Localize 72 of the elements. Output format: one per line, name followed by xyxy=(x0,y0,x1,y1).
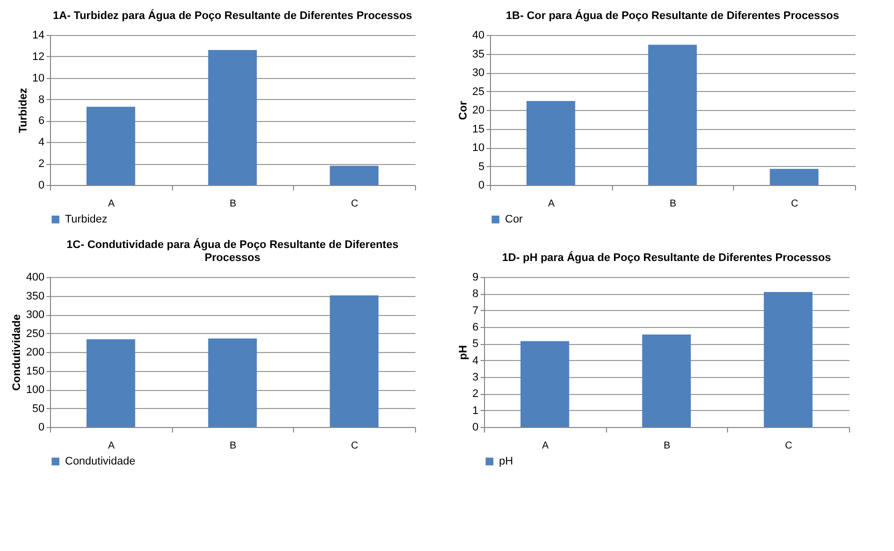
x-tick-label: B xyxy=(664,440,671,452)
y-tick-label: 300 xyxy=(26,309,44,321)
bar xyxy=(648,44,697,185)
chart-title: 1A- Turbidez para Água de Poço Resultante de Diferentes Processos xyxy=(52,9,412,22)
y-tick-label: 0 xyxy=(472,422,478,434)
y-tick-label: 250 xyxy=(26,328,44,340)
y-tick-label: 25 xyxy=(472,86,484,98)
y-axis-title: Cor xyxy=(457,100,470,120)
bar xyxy=(642,334,691,427)
y-tick-label: 35 xyxy=(472,48,484,60)
y-tick-label: 12 xyxy=(32,50,44,63)
y-tick-label: 5 xyxy=(478,160,484,173)
chart-title: 1D- pH para Água de Poço Resultante de Diferentes Processos xyxy=(502,251,831,264)
y-tick-label: 6 xyxy=(38,115,44,128)
y-tick-label: 1 xyxy=(472,404,478,417)
y-tick-label: 350 xyxy=(26,290,44,302)
x-tick-label: B xyxy=(230,198,237,210)
y-tick-label: 5 xyxy=(472,338,478,350)
y-tick-label: 4 xyxy=(472,354,478,367)
y-tick-label: 0 xyxy=(38,422,44,434)
bar xyxy=(764,292,812,427)
x-tick-label: C xyxy=(791,198,798,210)
y-tick-label: 150 xyxy=(26,365,44,378)
y-tick-label: 10 xyxy=(472,142,484,154)
bar xyxy=(520,341,570,427)
x-tick-label: A xyxy=(108,198,115,210)
y-tick-label: 2 xyxy=(38,158,44,170)
bar xyxy=(86,339,136,427)
bar xyxy=(330,295,378,427)
x-tick-label: C xyxy=(351,440,358,452)
y-tick-label: 4 xyxy=(38,136,44,149)
x-tick-label: A xyxy=(548,198,555,210)
y-tick-label: 2 xyxy=(472,388,478,400)
x-tick-label: B xyxy=(670,198,677,210)
y-tick-label: 7 xyxy=(472,304,478,317)
y-axis-title: Turbidez xyxy=(17,87,30,134)
x-tick-label: A xyxy=(108,440,115,452)
y-tick-label: 30 xyxy=(472,67,484,79)
y-tick-label: 0 xyxy=(478,180,484,192)
legend-label: Condutividade xyxy=(65,456,136,468)
x-tick-label: C xyxy=(351,198,358,210)
y-axis-title: pH xyxy=(457,345,470,360)
chart-title: 1C- Condutividade para Água de Poço Resultante de Diferentes Processos xyxy=(66,238,398,264)
legend-label: pH xyxy=(499,456,514,468)
x-tick-label: B xyxy=(230,440,237,452)
bar xyxy=(208,50,257,185)
y-tick-label: 14 xyxy=(32,30,44,42)
y-tick-label: 200 xyxy=(26,346,44,358)
x-tick-label: A xyxy=(542,440,549,452)
bar xyxy=(86,106,136,185)
y-tick-label: 10 xyxy=(32,72,44,84)
bar xyxy=(208,338,257,427)
legend-label: Cor xyxy=(505,214,524,226)
y-tick-label: 15 xyxy=(472,123,484,136)
x-tick-label: C xyxy=(785,440,792,452)
bar xyxy=(770,168,818,185)
y-tick-label: 6 xyxy=(472,322,478,334)
y-tick-label: 100 xyxy=(26,384,44,396)
y-tick-label: 40 xyxy=(472,30,484,42)
y-tick-label: 8 xyxy=(38,94,44,106)
y-tick-label: 8 xyxy=(472,288,478,300)
chart-title: 1B- Cor para Água de Poço Resultante de Diferentes Processos xyxy=(506,9,840,22)
y-tick-label: 9 xyxy=(472,272,478,284)
y-tick-label: 20 xyxy=(472,104,484,116)
y-tick-label: 400 xyxy=(26,272,44,284)
y-tick-label: 50 xyxy=(32,402,44,415)
legend-label: Turbidez xyxy=(65,214,108,226)
y-tick-label: 3 xyxy=(472,372,478,384)
bar xyxy=(526,101,576,185)
bar xyxy=(330,166,378,185)
y-axis-title: Condutividade xyxy=(11,314,24,391)
y-tick-label: 0 xyxy=(38,180,44,192)
